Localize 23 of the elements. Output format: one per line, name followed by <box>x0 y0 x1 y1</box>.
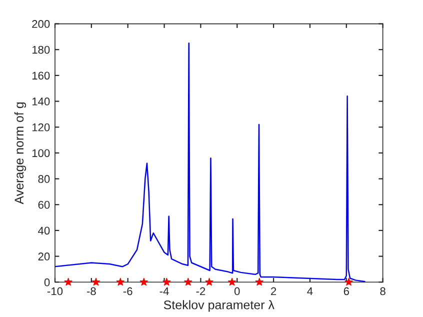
x-tick-label: -8 <box>86 287 96 296</box>
y-tick-label: 80 <box>38 175 50 183</box>
y-tick-label: 160 <box>32 72 50 80</box>
x-tick-label: 2 <box>271 287 276 296</box>
y-tick-label: 60 <box>38 200 50 209</box>
x-tick-label: -6 <box>123 287 132 296</box>
y-tick-label: 140 <box>32 98 50 106</box>
x-tick-label: 8 <box>380 287 386 296</box>
y-tick-label: 120 <box>32 123 50 132</box>
x-tick-label: -4 <box>160 287 169 296</box>
y-tick-label: 100 <box>32 149 50 158</box>
y-axis-title: Average norm of g <box>14 102 26 204</box>
x-tick-label: -2 <box>196 287 206 296</box>
y-tick-label: 20 <box>38 252 50 260</box>
x-tick-label: 4 <box>307 287 313 296</box>
x-axis-title: Steklov parameter λ <box>164 300 274 312</box>
y-tick-label: 200 <box>32 20 50 28</box>
y-tick-label: 40 <box>38 226 50 235</box>
y-tick-label: 0 <box>44 278 50 286</box>
x-tick-label: 0 <box>234 287 240 296</box>
x-tick-label: -10 <box>47 287 63 296</box>
y-tick-label: 180 <box>32 46 50 54</box>
x-tick-label: 6 <box>344 287 349 296</box>
